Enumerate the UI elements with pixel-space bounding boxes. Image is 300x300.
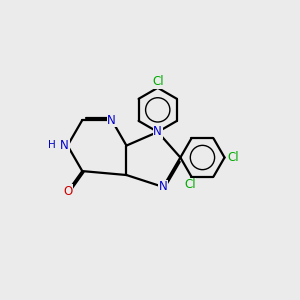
Text: O: O: [63, 185, 72, 198]
Text: N: N: [107, 114, 116, 127]
Text: Cl: Cl: [152, 75, 164, 88]
Text: H: H: [48, 140, 56, 150]
Text: Cl: Cl: [184, 178, 196, 191]
Text: Cl: Cl: [227, 151, 238, 164]
Text: N: N: [159, 180, 167, 194]
Text: N: N: [153, 125, 162, 139]
Text: N: N: [60, 139, 69, 152]
